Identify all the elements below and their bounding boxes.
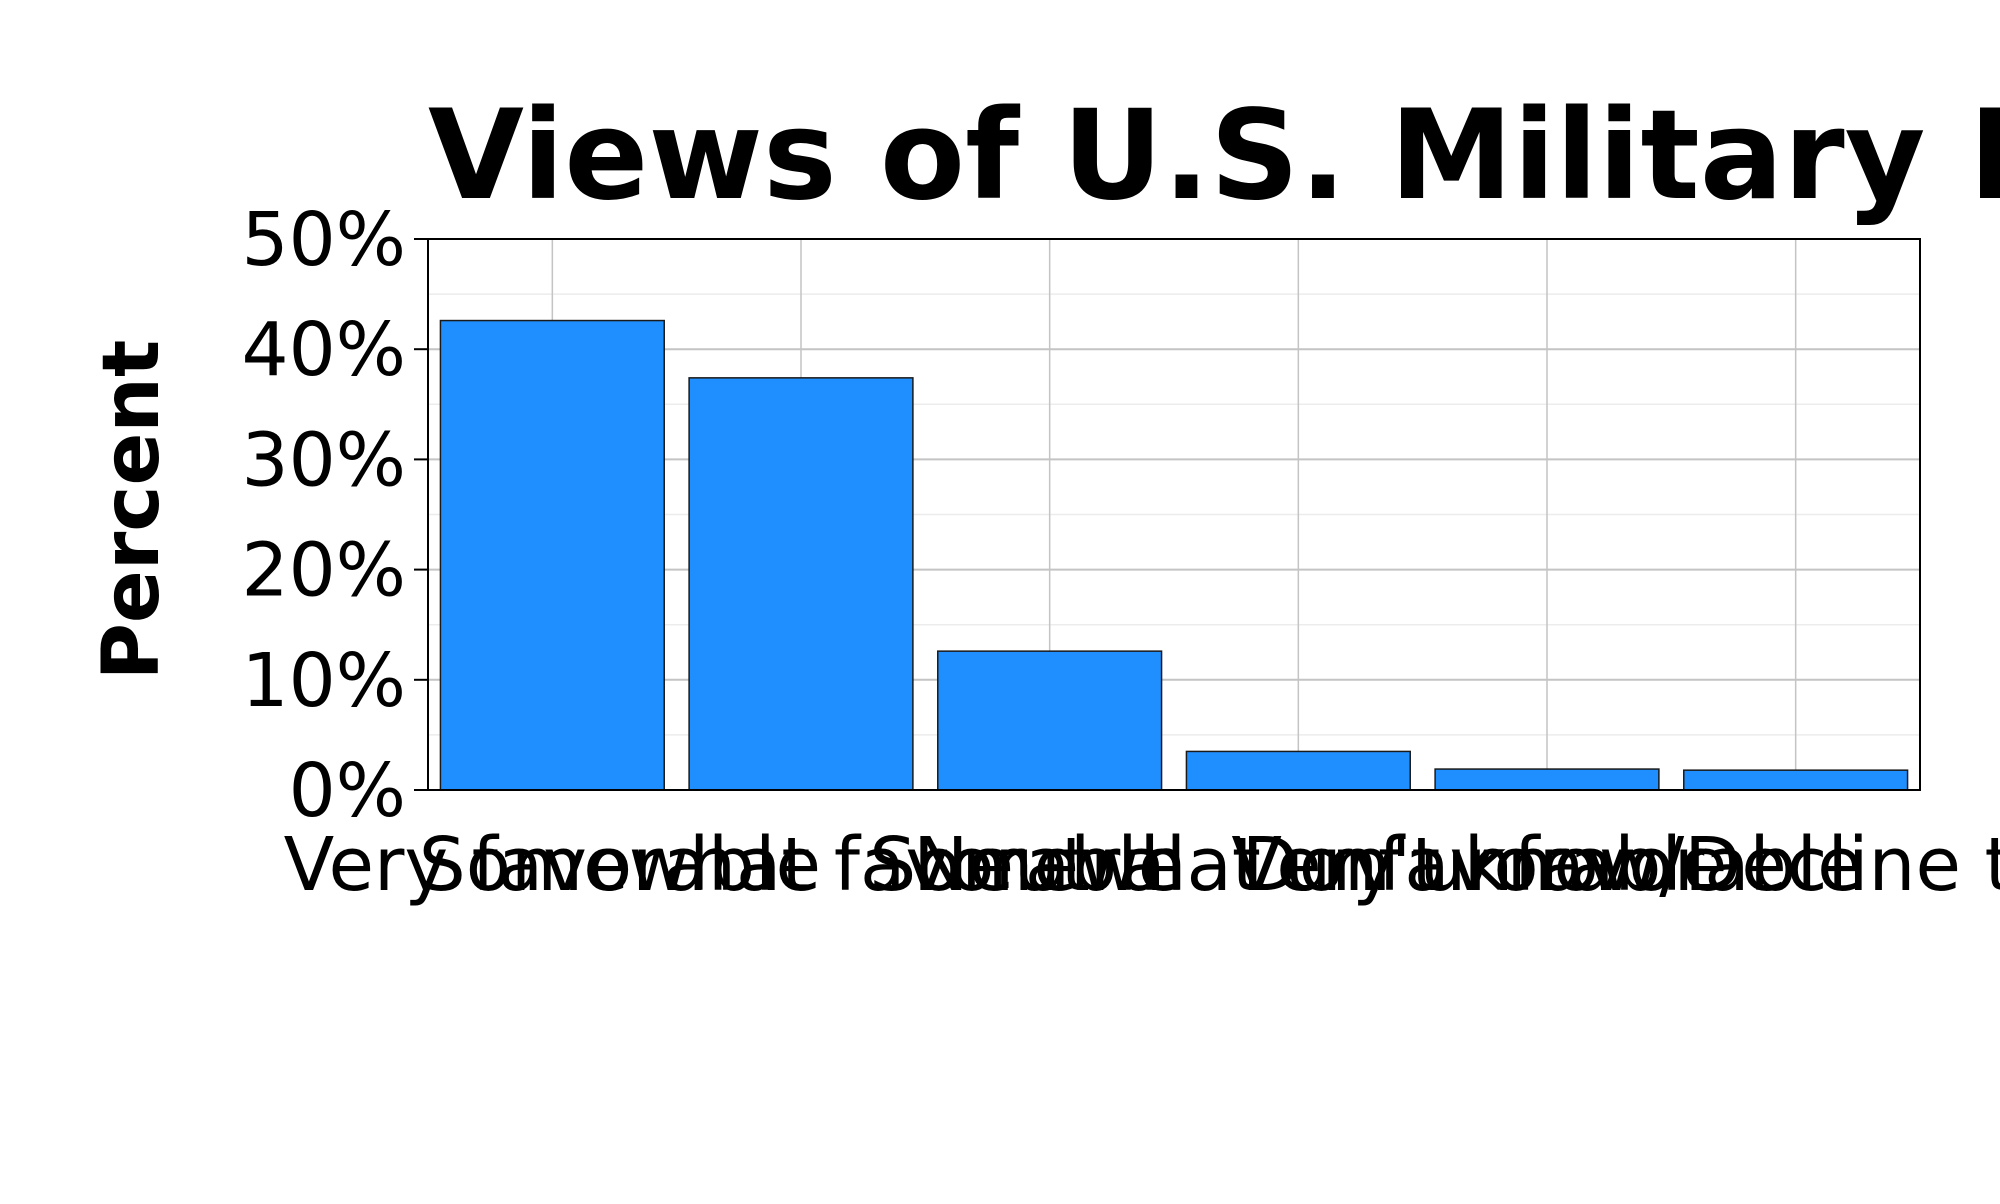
plot-frame [427, 238, 1921, 791]
x-tick-label: Very favorable [284, 822, 821, 908]
y-tick-label: 50% [242, 197, 406, 283]
y-tick-label: 30% [242, 417, 406, 503]
y-tick-label: 20% [242, 528, 406, 614]
y-tick-label: 10% [242, 638, 406, 724]
x-tick-label: Somewhat favorable [419, 822, 1183, 908]
bar [439, 319, 665, 791]
bar [1434, 768, 1660, 791]
y-axis-label: Percent [87, 340, 177, 681]
y-tick-labels: 0% 10% 20% 30% 40% 50% [242, 197, 406, 834]
axes [414, 238, 1921, 791]
x-tick-label: Somewhat unfavorable [869, 822, 1727, 908]
y-tick-label: 40% [242, 307, 406, 393]
chart-title: Views of U.S. Military Personnel [428, 84, 2000, 228]
bar [937, 650, 1163, 791]
x-tick-label: Don't know/Decline to answer [1242, 822, 2000, 908]
x-tick-label: Very unfavorable [1231, 822, 1862, 908]
x-tick-label: Neutral [913, 822, 1186, 908]
grid [428, 239, 1920, 790]
bar [688, 377, 914, 791]
bars [439, 319, 1909, 791]
y-tick-label: 0% [289, 748, 406, 834]
bar [1185, 750, 1411, 791]
bar [1683, 769, 1909, 791]
